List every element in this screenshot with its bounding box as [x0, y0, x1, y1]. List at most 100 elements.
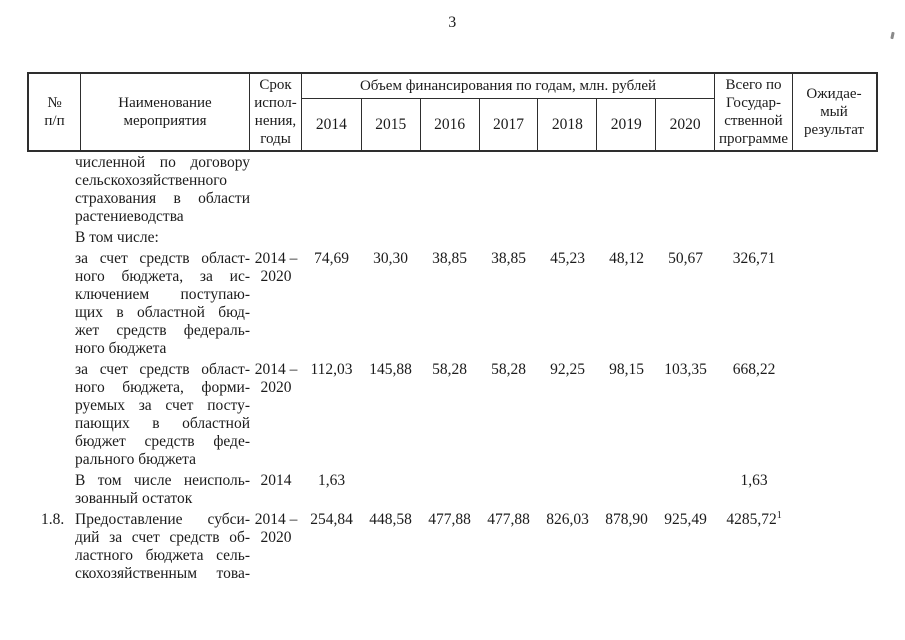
- text-line: 2014: [315, 115, 347, 133]
- row-activity-name: за счет средств област-ного бюджета, фор…: [75, 361, 250, 469]
- name-line: В том числе:: [75, 229, 159, 246]
- row-year-value: [479, 229, 538, 247]
- row-year-value: 38,85: [491, 250, 526, 267]
- row-year-value: [302, 154, 361, 226]
- row-year-value: [597, 229, 656, 247]
- row-term: [250, 154, 302, 226]
- name-line: численной по договору: [75, 154, 250, 171]
- row-activity-name: В том числе:: [75, 229, 250, 247]
- row-year-value: 98,15: [609, 361, 644, 378]
- row-program-total-value: [715, 154, 793, 226]
- row-year-value: 30,30: [373, 250, 408, 267]
- row-year-value: 50,67: [668, 250, 703, 267]
- text-line: 2019: [596, 99, 655, 150]
- text-line: годы: [260, 131, 291, 147]
- name-line: ключением поступаю-: [75, 286, 250, 303]
- row-year-value: 48,12: [609, 250, 644, 267]
- row-year-value: 58,28: [491, 361, 526, 378]
- name-line: ного бюджета, за ис-: [75, 268, 250, 285]
- row-year-value: [538, 229, 597, 247]
- row-year-value: 254,84: [310, 511, 353, 528]
- text-line: 2017: [478, 99, 538, 150]
- name-line: пающих в областной: [75, 415, 250, 432]
- row-year-value: 103,35: [664, 361, 707, 378]
- row-expected-result: [793, 154, 876, 226]
- header-col-program-total: Всего по Государ-ственной программе: [714, 74, 792, 150]
- row-year-value: 58,28: [432, 361, 467, 378]
- name-line: руемых за счет посту-: [75, 397, 250, 414]
- text-line: мый: [820, 104, 848, 120]
- name-line: дий за счет средств об-: [75, 529, 250, 546]
- text-line: Наименование: [118, 95, 212, 111]
- text-line: программе: [719, 131, 788, 147]
- term-line: 2014 –: [254, 250, 298, 267]
- row-expected-result: [793, 472, 876, 508]
- row-term: 2014 –2020: [250, 511, 302, 583]
- header-col-term: Срок испол-нения, годы: [249, 74, 301, 150]
- row-number: [27, 154, 75, 226]
- header-col-activity-name: Наименование мероприятия: [80, 74, 249, 150]
- row-activity-name: Предоставление субси-дий за счет средств…: [75, 511, 250, 583]
- row-activity-name: В том числе неисполь-зованный остаток: [75, 472, 250, 508]
- row-year-value: [420, 154, 479, 226]
- row-year-value: [656, 154, 715, 226]
- table-header: № п/п Наименование мероприятия Срок испол-н…: [27, 72, 878, 152]
- text-line: п/п: [44, 113, 65, 129]
- row-year-value: [479, 154, 538, 226]
- row-term: 2014 –2020: [250, 250, 302, 358]
- row-year-value: [597, 472, 656, 508]
- row-year-value: 925,49: [664, 511, 707, 528]
- table-row: за счет средств област-ного бюджета, за …: [27, 250, 878, 358]
- name-line: жет средств федераль-: [75, 322, 250, 339]
- text-line: 2015: [360, 99, 420, 150]
- row-year-value: 45,23: [550, 250, 585, 267]
- row-year-value: [361, 154, 420, 226]
- text-line: Ожидае-: [806, 86, 862, 102]
- text-line: №: [47, 95, 62, 111]
- row-program-total-value: 1,63: [740, 472, 768, 489]
- row-year-value: [302, 229, 361, 247]
- name-line: за счет средств област-: [75, 250, 250, 267]
- name-line: В том числе неисполь-: [75, 472, 250, 489]
- name-line: скохозяйственным това-: [75, 565, 250, 582]
- page-number: 3: [448, 14, 457, 31]
- name-line: сельскохозяйственного: [75, 172, 228, 189]
- row-program-total-value: [715, 229, 793, 247]
- text-line: мероприятия: [123, 113, 207, 129]
- name-line: зованный остаток: [75, 490, 193, 507]
- row-year-value: 92,25: [550, 361, 585, 378]
- row-program-total-value: 326,71: [732, 250, 776, 267]
- row-expected-result: [793, 250, 876, 358]
- name-line: бюджет средств феде-: [75, 433, 250, 450]
- name-line: растениеводства: [75, 208, 184, 225]
- text-line: Государ-: [725, 95, 782, 111]
- table-row: 1.8. Предоставление субси-дий за счет сре…: [27, 510, 878, 583]
- table-row: В том числе:: [27, 229, 878, 247]
- scan-artifact: [890, 31, 895, 40]
- row-expected-result: [793, 361, 876, 469]
- name-line: за счет средств област-: [75, 361, 250, 378]
- header-col-number: № п/п: [29, 74, 80, 150]
- text-line: нения,: [254, 113, 297, 129]
- row-year-value: [361, 229, 420, 247]
- row-year-value: 145,88: [369, 361, 412, 378]
- row-year-value: [420, 472, 479, 508]
- term-line: 2014 –: [254, 511, 298, 528]
- row-year-value: 74,69: [314, 250, 349, 267]
- row-year-value: 448,58: [369, 511, 412, 528]
- row-year-value: [420, 229, 479, 247]
- table-row: численной по договору сельскохозяйственно…: [27, 154, 878, 226]
- row-year-value: [538, 472, 597, 508]
- table-row: за счет средств област-ного бюджета, фор…: [27, 361, 878, 469]
- row-year-value: [361, 472, 420, 508]
- text-line: испол-: [254, 95, 297, 111]
- text-line: 2020: [655, 99, 714, 150]
- row-activity-name: численной по договору сельскохозяйственно…: [75, 154, 250, 226]
- table-row: В том числе неисполь-зованный остаток 201…: [27, 472, 878, 508]
- term-line: 2014 –: [254, 361, 298, 378]
- text-line: 2016: [419, 99, 479, 150]
- row-expected-result: [793, 511, 876, 583]
- row-year-value: 112,03: [310, 361, 353, 378]
- row-program-total-value: 668,22: [732, 361, 776, 378]
